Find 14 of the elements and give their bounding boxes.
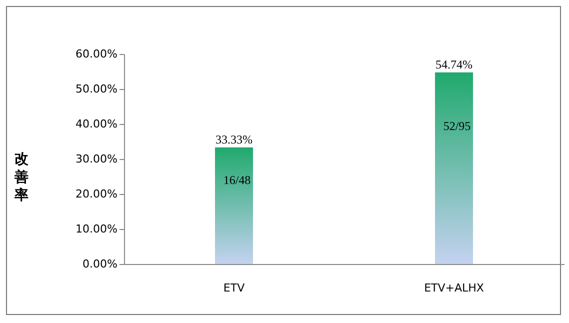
y-tick-label: 10.00% xyxy=(76,222,118,236)
x-tick-label: ETV+ALHX xyxy=(424,282,484,294)
y-tick-label: 50.00% xyxy=(76,82,118,96)
y-tick-label: 30.00% xyxy=(76,152,118,166)
y-tick-label: 60.00% xyxy=(76,48,118,60)
y-tick-label: 20.00% xyxy=(76,188,118,200)
data-label: 33.33% xyxy=(216,132,252,146)
annotation: 52/95 xyxy=(443,119,471,134)
y-axis-title: 改善率 xyxy=(14,152,30,204)
y-tick-label: 40.00% xyxy=(76,118,118,130)
x-tick-label: ETV xyxy=(223,282,246,294)
data-label: 54.74% xyxy=(436,57,472,72)
y-tick-label: 0.00% xyxy=(82,258,118,270)
annotation: 16/48 xyxy=(223,173,251,188)
